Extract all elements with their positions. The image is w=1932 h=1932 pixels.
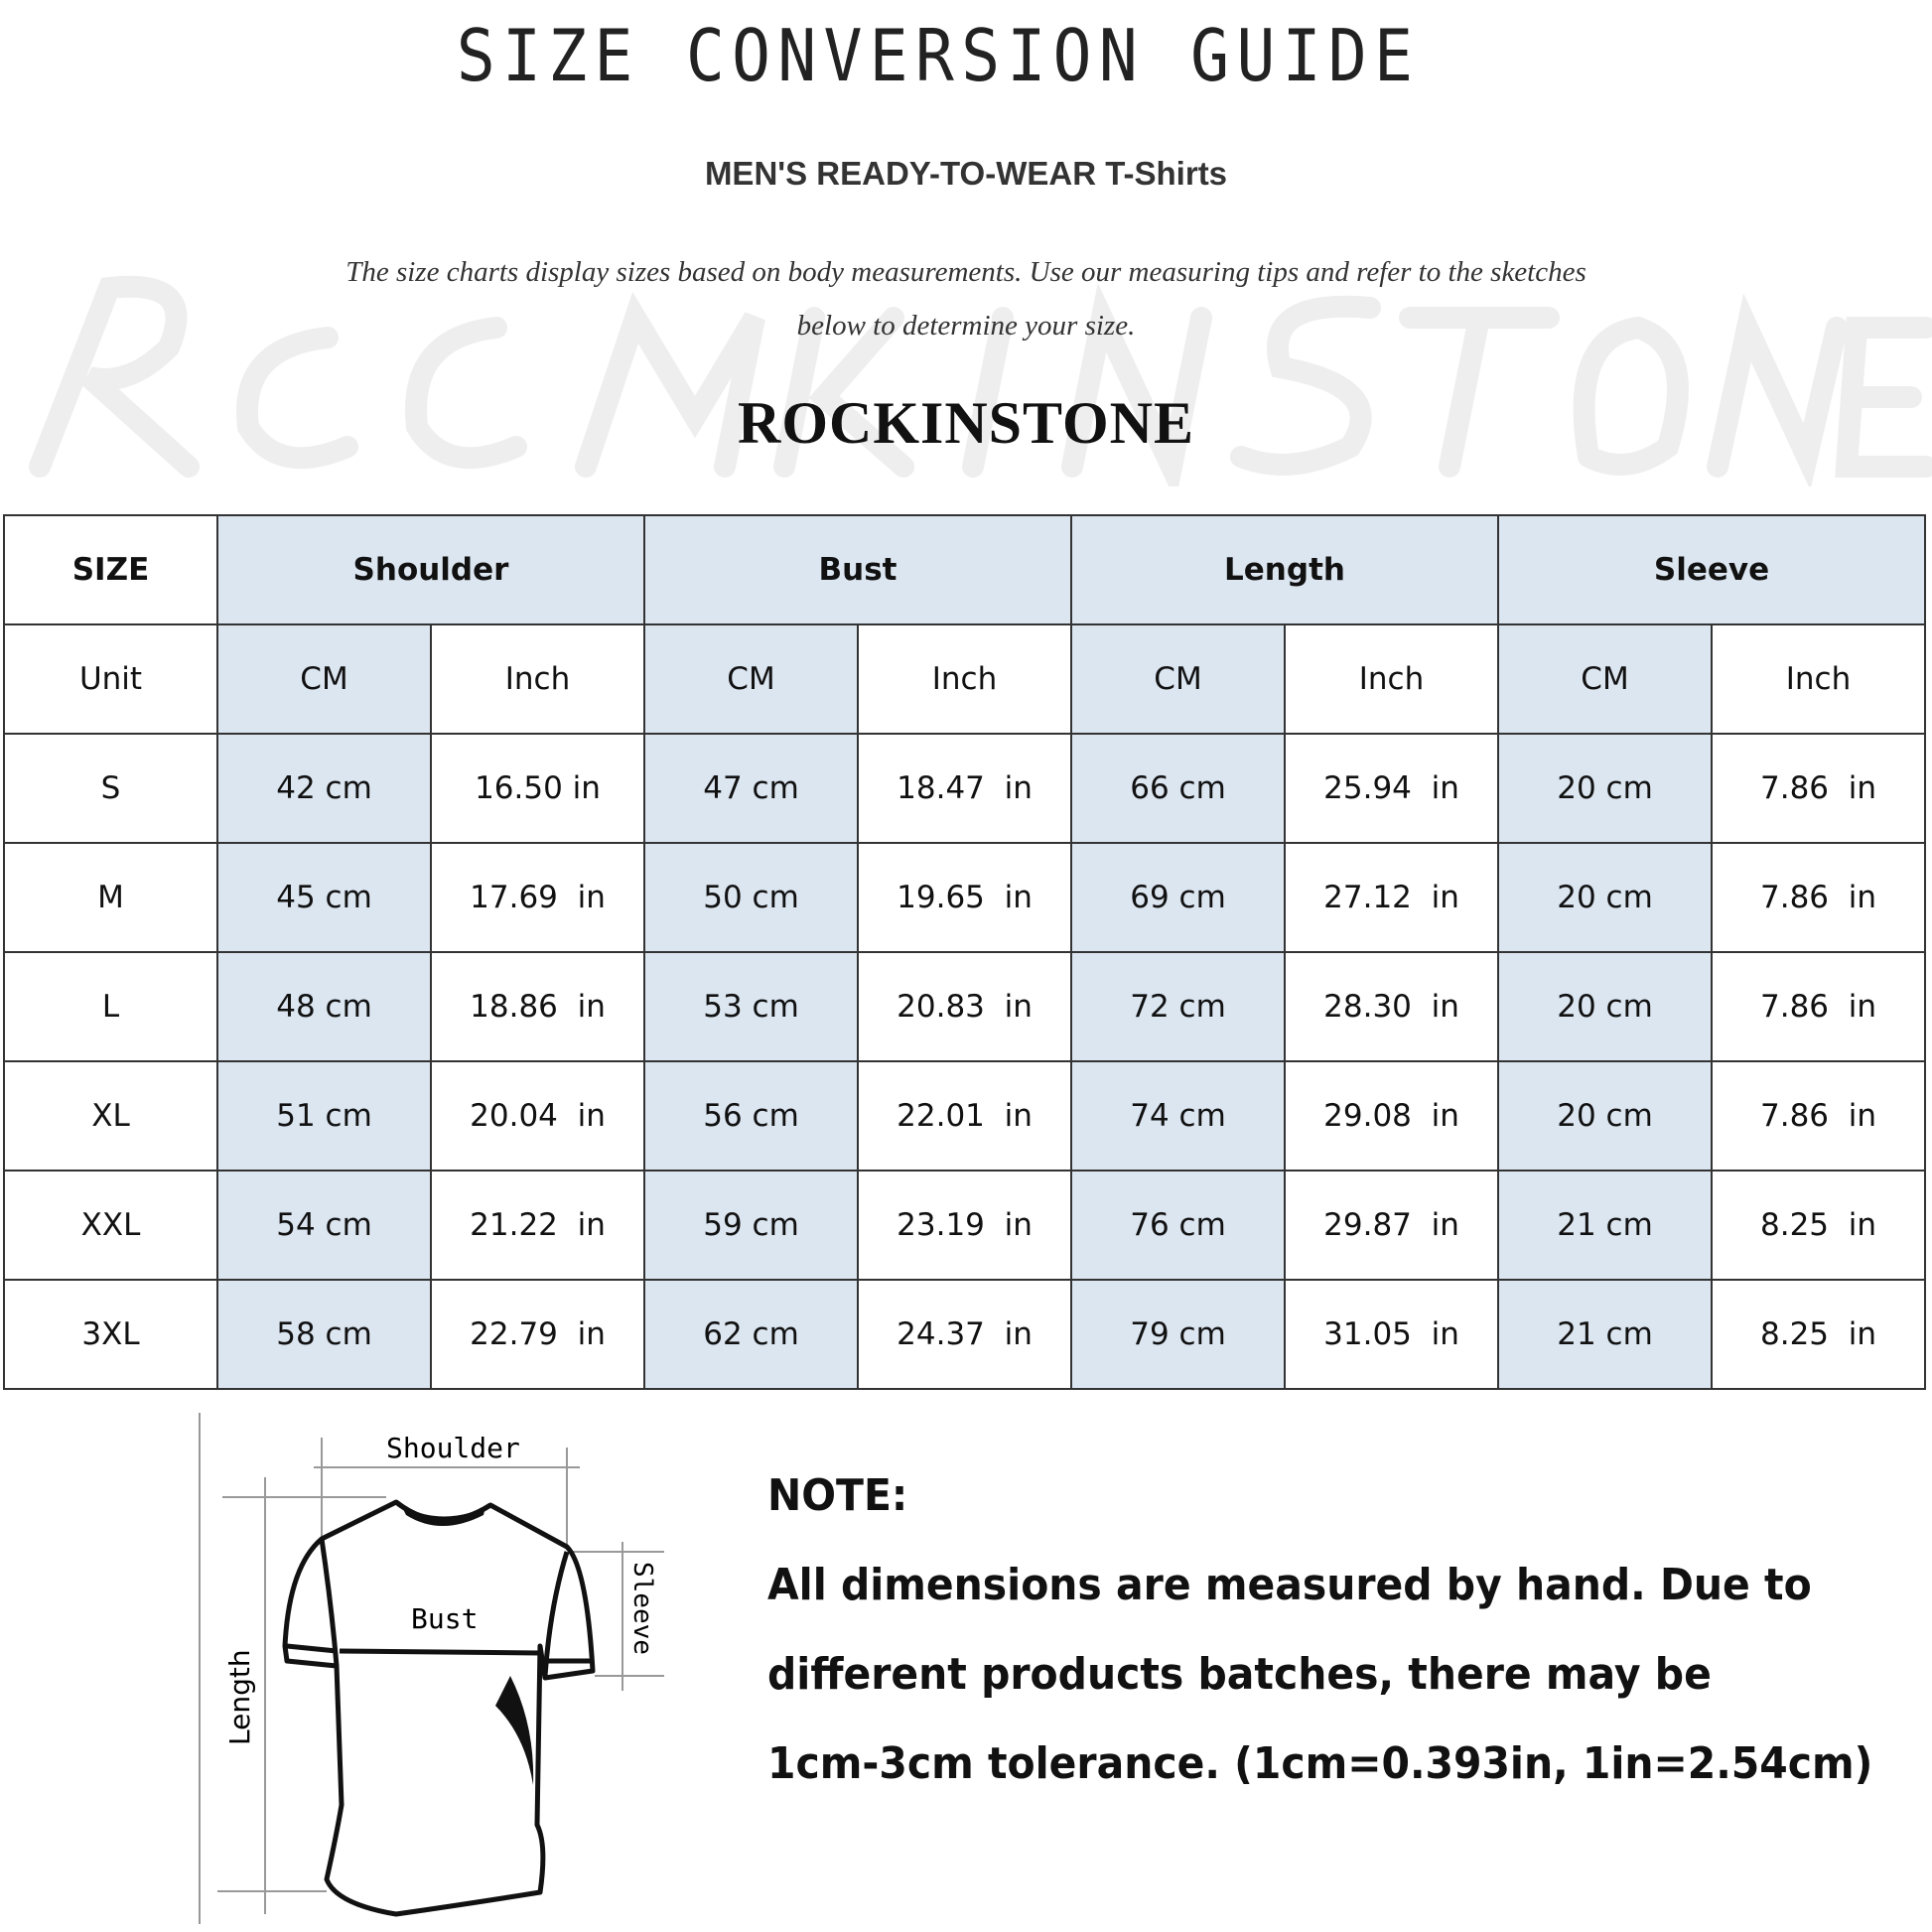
table-cell: 53 cm	[643, 951, 859, 1062]
table-row: XXL 54 cm 21.22 in 59 cm 23.19 in 76 cm 29.87 …	[3, 1170, 1926, 1281]
table-cell: 66 cm	[1070, 733, 1286, 844]
table-cell: 8.25 in	[1711, 1279, 1926, 1390]
unit-cm: CM	[1497, 623, 1713, 735]
table-cell: 7.86 in	[1711, 951, 1926, 1062]
header-bust: Bust	[643, 514, 1072, 625]
table-cell: 62 cm	[643, 1279, 859, 1390]
table-cell: 22.01 in	[857, 1060, 1072, 1172]
page-title: SIZE CONVERSION GUIDE	[456, 14, 1421, 97]
unit-cm: CM	[216, 623, 432, 735]
table-cell: 74 cm	[1070, 1060, 1286, 1172]
table-cell: 8.25 in	[1711, 1170, 1926, 1281]
size-label: L	[3, 951, 218, 1062]
table-row: M 45 cm 17.69 in 50 cm 19.65 in 69 cm 27.12 in…	[3, 842, 1926, 953]
size-label: M	[3, 842, 218, 953]
table-cell: 50 cm	[643, 842, 859, 953]
table-cell: 18.86 in	[430, 951, 645, 1062]
unit-inch: Inch	[430, 623, 645, 735]
table-cell: 20.04 in	[430, 1060, 645, 1172]
table-cell: 7.86 in	[1711, 842, 1926, 953]
table-header-row: SIZE Shoulder Bust Length Sleeve	[3, 514, 1926, 625]
table-cell: 79 cm	[1070, 1279, 1286, 1390]
table-cell: 28.30 in	[1284, 951, 1499, 1062]
table-cell: 27.12 in	[1284, 842, 1499, 953]
table-cell: 22.79 in	[430, 1279, 645, 1390]
table-cell: 48 cm	[216, 951, 432, 1062]
table-cell: 51 cm	[216, 1060, 432, 1172]
brand-name: ROCKINSTONE	[737, 390, 1194, 456]
size-table: SIZE Shoulder Bust Length Sleeve Unit CM I…	[3, 514, 1926, 1390]
table-cell: 21 cm	[1497, 1170, 1713, 1281]
header-sleeve: Sleeve	[1497, 514, 1926, 625]
table-cell: 42 cm	[216, 733, 432, 844]
intro-line-2: below to determine your size.	[796, 310, 1136, 342]
table-cell: 72 cm	[1070, 951, 1286, 1062]
table-cell: 20.83 in	[857, 951, 1072, 1062]
table-cell: 69 cm	[1070, 842, 1286, 953]
header-length: Length	[1070, 514, 1499, 625]
note-heading: NOTE:	[767, 1470, 908, 1521]
note-line-1: All dimensions are measured by hand. Due…	[767, 1560, 1812, 1610]
table-cell: 29.87 in	[1284, 1170, 1499, 1281]
tshirt-measurement-diagram: Shoulder Bust Length Sleeve	[199, 1413, 664, 1924]
unit-label: Unit	[3, 623, 218, 735]
table-cell: 31.05 in	[1284, 1279, 1499, 1390]
table-cell: 29.08 in	[1284, 1060, 1499, 1172]
note-line-3: 1cm-3cm tolerance. (1cm=0.393in, 1in=2.5…	[767, 1738, 1873, 1789]
diagram-label-shoulder: Shoulder	[386, 1432, 520, 1464]
diagram-label-bust: Bust	[411, 1602, 478, 1635]
unit-inch: Inch	[857, 623, 1072, 735]
table-cell: 17.69 in	[430, 842, 645, 953]
unit-inch: Inch	[1711, 623, 1926, 735]
table-cell: 56 cm	[643, 1060, 859, 1172]
note-line-2: different products batches, there may be	[767, 1649, 1712, 1700]
table-cell: 25.94 in	[1284, 733, 1499, 844]
table-cell: 45 cm	[216, 842, 432, 953]
table-cell: 58 cm	[216, 1279, 432, 1390]
table-row: L 48 cm 18.86 in 53 cm 20.83 in 72 cm 28.30 in…	[3, 951, 1926, 1062]
table-cell: 21.22 in	[430, 1170, 645, 1281]
diagram-label-sleeve: Sleeve	[627, 1562, 657, 1655]
diagram-label-length: Length	[223, 1649, 256, 1745]
brand-watermark	[29, 275, 1932, 486]
unit-inch: Inch	[1284, 623, 1499, 735]
size-label: XL	[3, 1060, 218, 1172]
table-row: XL 51 cm 20.04 in 56 cm 22.01 in 74 cm 29.08 i…	[3, 1060, 1926, 1172]
table-row: 3XL 58 cm 22.79 in 62 cm 24.37 in 79 cm 31.05 …	[3, 1279, 1926, 1390]
unit-cm: CM	[643, 623, 859, 735]
table-cell: 7.86 in	[1711, 1060, 1926, 1172]
header-shoulder: Shoulder	[216, 514, 645, 625]
subtitle: MEN'S READY-TO-WEAR T-Shirts	[704, 155, 1228, 192]
table-cell: 47 cm	[643, 733, 859, 844]
table-cell: 18.47 in	[857, 733, 1072, 844]
table-cell: 19.65 in	[857, 842, 1072, 953]
size-label: XXL	[3, 1170, 218, 1281]
size-label: S	[3, 733, 218, 844]
unit-row: Unit CM Inch CM Inch CM Inch CM Inch	[3, 623, 1926, 735]
table-cell: 21 cm	[1497, 1279, 1713, 1390]
table-cell: 54 cm	[216, 1170, 432, 1281]
table-cell: 76 cm	[1070, 1170, 1286, 1281]
unit-cm: CM	[1070, 623, 1286, 735]
table-cell: 59 cm	[643, 1170, 859, 1281]
table-cell: 23.19 in	[857, 1170, 1072, 1281]
note-section: NOTE: All dimensions are measured by han…	[767, 1451, 1875, 1809]
table-row: S 42 cm 16.50 in 47 cm 18.47 in 66 cm 25.94 in…	[3, 733, 1926, 844]
table-cell: 20 cm	[1497, 842, 1713, 953]
table-cell: 20 cm	[1497, 1060, 1713, 1172]
table-cell: 20 cm	[1497, 951, 1713, 1062]
intro-line-1: The size charts display sizes based on b…	[345, 256, 1587, 288]
header-size: SIZE	[3, 514, 218, 625]
table-cell: 24.37 in	[857, 1279, 1072, 1390]
table-cell: 16.50 in	[430, 733, 645, 844]
table-cell: 20 cm	[1497, 733, 1713, 844]
table-cell: 7.86 in	[1711, 733, 1926, 844]
size-label: 3XL	[3, 1279, 218, 1390]
